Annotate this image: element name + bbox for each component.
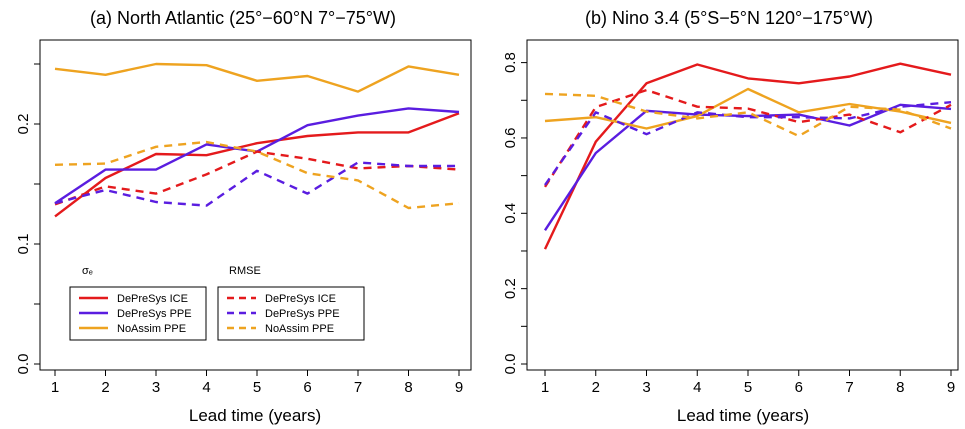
panel-a-xtick-label: 1 — [51, 379, 59, 396]
legend-entry-label: DePreSys PPE — [265, 308, 340, 320]
legend-sigma-title: σₑ — [82, 265, 93, 277]
panel-a-xtick-label: 9 — [455, 379, 463, 396]
legend-sigma: σₑ DePreSys ICE DePreSys PPE NoAssim PPE — [69, 265, 207, 341]
panel-b-series-sigma_e-ppe — [543, 103, 952, 231]
panel-a-ytick-label: 0.2 — [15, 114, 32, 135]
panel-a-title: (a) North Atlantic (25°−60°N 7°−75°W) — [90, 8, 396, 28]
panel-a-xtick-label: 8 — [404, 379, 412, 396]
panel-b-title: (b) Nino 3.4 (5°S−5°N 120°−175°W) — [585, 8, 873, 28]
panel-a-xtick-label: 6 — [303, 379, 311, 396]
panel-a-ytick-label: 0.0 — [15, 354, 32, 375]
panel-b-series-rmse-noassim — [544, 92, 952, 138]
panel-b-xtick-label: 5 — [744, 379, 752, 396]
panel-b-xlabel: Lead time (years) — [677, 406, 809, 425]
panel-a-series-sigma_e-noassim — [54, 62, 460, 93]
panel-b-xtick-label: 8 — [896, 379, 904, 396]
legend-rmse: RMSE DePreSys ICE DePreSys PPE NoAssim PPE — [217, 265, 365, 341]
panel-a-xlabel: Lead time (years) — [189, 406, 321, 425]
legend-rmse-title: RMSE — [229, 265, 261, 277]
panel-b-xtick-label: 1 — [541, 379, 549, 396]
panel-a-xtick-label: 5 — [253, 379, 261, 396]
panel-b-ytick-label: 0.8 — [502, 52, 519, 73]
panel-a-axes: 1 2 3 4 5 6 7 8 9 0.0 0.1 0.2 — [15, 63, 463, 396]
panel-nino34: (b) Nino 3.4 (5°S−5°N 120°−175°W) 1 2 3 4 5 6… — [502, 8, 959, 425]
panel-b-frame — [526, 39, 959, 371]
legend-entry-label: DePreSys PPE — [117, 308, 192, 320]
panel-b-axes: 1 2 3 4 5 6 7 8 9 0.0 0.2 0.4 0.6 0.8 — [502, 52, 955, 396]
panel-b-xtick-label: 6 — [795, 379, 803, 396]
panel-b-series — [543, 62, 952, 250]
panel-a-series-rmse-ppe — [54, 161, 459, 207]
panel-a-series-rmse-ice — [54, 150, 460, 206]
panel-b-ytick-label: 0.6 — [502, 128, 519, 149]
panel-b-xtick-label: 7 — [845, 379, 853, 396]
panel-north-atlantic: (a) North Atlantic (25°−60°N 7°−75°W) 1 2… — [15, 8, 472, 425]
panel-b-xtick-label: 4 — [693, 379, 701, 396]
panel-a-ytick-label: 0.1 — [15, 234, 32, 255]
panel-b-xtick-label: 2 — [592, 379, 600, 396]
panel-a-xtick-label: 3 — [152, 379, 160, 396]
panel-a-series — [54, 62, 460, 218]
panel-a-xtick-label: 4 — [202, 379, 210, 396]
panel-b-ytick-label: 0.4 — [502, 203, 519, 224]
legend-entry-label: DePreSys ICE — [117, 293, 188, 305]
panel-b-series-rmse-ice — [543, 88, 952, 188]
panel-a-frame — [39, 39, 472, 371]
panel-b-xtick-label: 3 — [642, 379, 650, 396]
legend-entry-label: NoAssim PPE — [265, 323, 334, 335]
panel-a-xtick-label: 2 — [101, 379, 109, 396]
panel-b-ytick-label: 0.2 — [502, 278, 519, 299]
legend-entry-label: NoAssim PPE — [117, 323, 186, 335]
panel-b-series-sigma_e-ice — [543, 62, 952, 250]
panel-b-xtick-label: 9 — [947, 379, 955, 396]
legend-entry-label: DePreSys ICE — [265, 293, 336, 305]
panel-b-ytick-label: 0.0 — [502, 354, 519, 375]
panel-a-xtick-label: 7 — [354, 379, 362, 396]
panel-a-series-rmse-noassim — [54, 140, 460, 210]
